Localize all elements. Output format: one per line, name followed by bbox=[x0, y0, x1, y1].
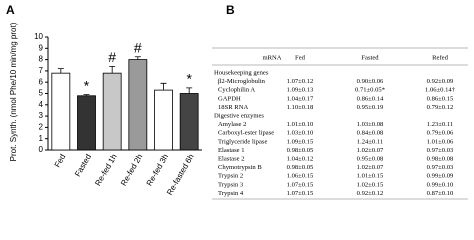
table-cell: 0.86±0.14 bbox=[357, 95, 384, 102]
table-cell: 0.87±0.10 bbox=[427, 190, 454, 197]
table-header: Fed bbox=[295, 55, 306, 62]
x-tick-label: Re-fed 3h bbox=[145, 153, 170, 188]
row-label: Elastase 2 bbox=[218, 156, 245, 163]
bar bbox=[179, 93, 199, 151]
table-cell: 0.98±0.05 bbox=[287, 147, 314, 154]
table-header: Refed bbox=[432, 55, 448, 62]
table-cell: 1.07±0.12 bbox=[287, 78, 314, 85]
row-label: GAPDH bbox=[218, 95, 241, 102]
row-label: Trypsin 2 bbox=[218, 173, 243, 180]
bar bbox=[77, 95, 96, 151]
table-cell: 0.84±0.08 bbox=[357, 130, 384, 137]
row-label: β2-Microglobulin bbox=[218, 78, 266, 85]
x-tick-label: Re-fed 2h bbox=[119, 153, 144, 188]
y-tick-label: 9 bbox=[39, 43, 44, 52]
bar bbox=[102, 72, 122, 151]
table-cell: 0.97±0.03 bbox=[427, 164, 454, 171]
figure: A B Prot. Synth. (nmol Phe/10 min/mg pro… bbox=[6, 3, 468, 200]
y-tick-label: 7 bbox=[39, 66, 44, 75]
table-cell: 0.99±0.09 bbox=[427, 173, 454, 180]
table-cell: 0.97±0.03 bbox=[427, 147, 454, 154]
row-label: Amylase 2 bbox=[218, 121, 246, 128]
table-cell: 1.04±0.12 bbox=[287, 156, 314, 163]
table-cell: 1.03±0.08 bbox=[357, 121, 384, 128]
y-tick-label: 2 bbox=[39, 123, 44, 132]
x-tick-label: Re-fasted 6h bbox=[165, 153, 196, 197]
y-tick-label: 6 bbox=[39, 77, 44, 86]
table-cell: 1.24±0.11 bbox=[357, 138, 383, 145]
table-header: Fasted bbox=[361, 55, 379, 62]
error-bar bbox=[134, 56, 141, 60]
row-label: Chymotrypsin B bbox=[218, 164, 262, 171]
y-tick-label: 3 bbox=[39, 111, 44, 120]
row-label: Cyclophilin A bbox=[218, 87, 255, 94]
y-tick-label: 8 bbox=[39, 55, 44, 64]
panel-label: A bbox=[6, 3, 15, 17]
bar bbox=[51, 72, 71, 151]
x-tick-label: Fed bbox=[53, 153, 68, 169]
section-title: Digestive enzymes bbox=[214, 113, 264, 120]
panel-label: B bbox=[226, 3, 235, 17]
table-cell: 0.98±0.08 bbox=[427, 156, 454, 163]
table-cell: 1.01±0.15 bbox=[357, 173, 384, 180]
y-axis-label: Prot. Synth. (nmol Phe/10 min/mg prot) bbox=[9, 22, 18, 161]
table-cell: 0.86±0.15 bbox=[427, 95, 454, 102]
table-cell: 1.07±0.15 bbox=[287, 181, 314, 188]
bar bbox=[128, 59, 148, 151]
table-cell: 0.99±0.10 bbox=[427, 181, 454, 188]
table-cell: 1.02±0.07 bbox=[357, 147, 384, 154]
x-tick-label: Re-fed 1h bbox=[93, 153, 118, 188]
annotation: # bbox=[108, 49, 116, 65]
bar bbox=[154, 89, 173, 151]
table-cell: 0.79±0.12 bbox=[427, 104, 454, 111]
error-bar bbox=[160, 82, 167, 91]
table-cell: 1.04±0.17 bbox=[287, 95, 314, 102]
y-tick-label: 10 bbox=[34, 32, 43, 41]
section-title: Housekeeping genes bbox=[214, 70, 269, 77]
table-cell: 0.90±0.06 bbox=[357, 78, 384, 85]
table-cell: 1.01±0.10 bbox=[287, 121, 314, 128]
table-cell: 1.09±0.13 bbox=[287, 87, 314, 94]
table-cell: 1.01±0.06 bbox=[427, 138, 454, 145]
table-cell: 0.95±0.19 bbox=[357, 104, 384, 111]
annotation: * bbox=[186, 71, 192, 87]
row-label: Trypsin 3 bbox=[218, 181, 244, 188]
error-bar bbox=[186, 87, 193, 94]
table-cell: 0.92±0.09 bbox=[427, 78, 454, 85]
row-label: 18SR RNA bbox=[218, 104, 248, 111]
table-cell: 1.02±0.07 bbox=[357, 164, 384, 171]
y-tick-label: 5 bbox=[39, 89, 44, 98]
table-cell: 0.92±0.12 bbox=[357, 190, 384, 197]
y-tick-label: 1 bbox=[39, 134, 44, 143]
annotation: # bbox=[134, 39, 142, 55]
table-cell: 1.06±0.14† bbox=[425, 87, 456, 94]
table-cell: 1.07±0.15 bbox=[287, 190, 314, 197]
table-cell: 0.71±0.05* bbox=[355, 87, 385, 94]
y-tick-label: 0 bbox=[39, 145, 44, 154]
table-cell: 1.03±0.10 bbox=[287, 130, 314, 137]
table-cell: 1.06±0.15 bbox=[287, 173, 314, 180]
row-label: Carboxyl-ester lipase bbox=[218, 130, 274, 137]
y-tick-label: 4 bbox=[39, 100, 44, 109]
row-label: Triglyceride lipase bbox=[218, 138, 267, 145]
table-cell: 0.79±0.06 bbox=[427, 130, 454, 137]
annotation: * bbox=[84, 77, 90, 93]
error-bar bbox=[83, 94, 90, 96]
table-cell: 1.09±0.15 bbox=[287, 138, 314, 145]
table-cell: 1.10±0.18 bbox=[287, 104, 314, 111]
table-cell: 1.23±0.11 bbox=[427, 121, 453, 128]
x-tick-label: Fasted bbox=[73, 153, 93, 179]
error-bar bbox=[109, 65, 116, 74]
table-cell: 1.02±0.15 bbox=[357, 181, 384, 188]
row-label: Trypsin 4 bbox=[218, 190, 244, 197]
row-label: Elastase 1 bbox=[218, 147, 245, 154]
table-header: mRNA bbox=[262, 55, 281, 62]
table-cell: 0.95±0.08 bbox=[357, 156, 384, 163]
table-cell: 0.98±0.05 bbox=[287, 164, 314, 171]
error-bar bbox=[57, 68, 64, 74]
